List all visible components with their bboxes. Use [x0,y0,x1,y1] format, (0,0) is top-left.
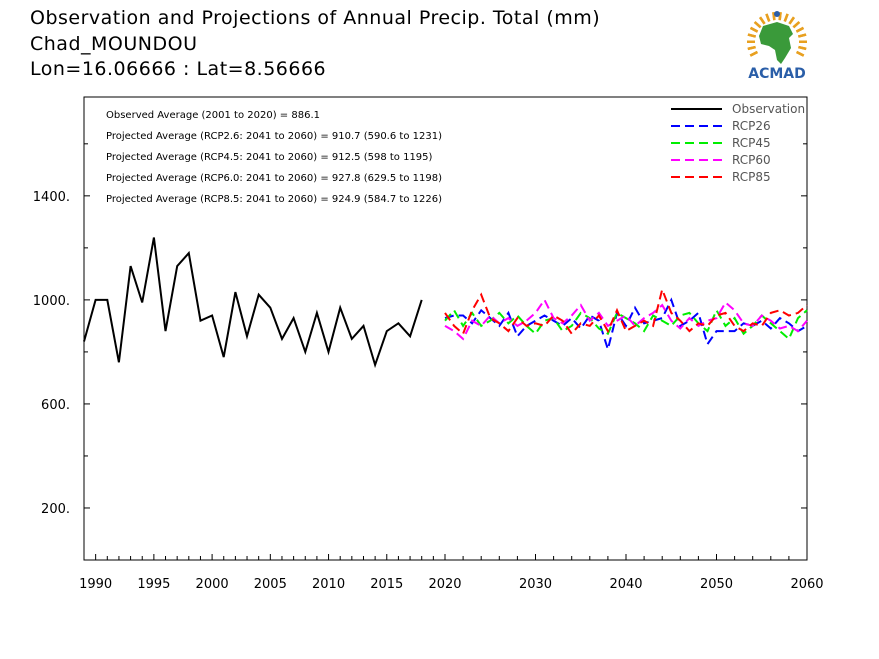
x-tick-label: 2040 [609,577,642,592]
y-tick-label: 600. [41,398,70,413]
plot-border [83,96,808,561]
legend-label-rcp85: RCP85 [732,170,771,184]
series-rcp60-line [444,297,808,341]
annotations-block: Observed Average (2001 to 2020) = 886.1 P… [106,110,442,205]
legend-label-rcp45: RCP45 [732,136,771,150]
annotation-line: Projected Average (RCP8.5: 2041 to 2060)… [106,194,442,205]
series-rcp45-line [444,308,808,341]
chart-title: Observation and Projections of Annual Pr… [30,7,601,29]
station-name: Chad_MOUNDOU [30,33,198,55]
x-tick-label: 2030 [519,577,552,592]
series-rcp85-line [444,286,808,336]
x-tick-label: 1990 [79,577,112,592]
series-observation-line [83,237,423,369]
station-coordinates: Lon=16.06666 : Lat=8.56666 [30,58,327,80]
x-tick-label: 2020 [428,577,461,592]
legend-label-rcp26: RCP26 [732,119,771,133]
y-tick-label: 200. [41,502,70,517]
legend-label-observation: Observation [732,102,805,116]
y-tick-label: 1000. [33,294,70,309]
x-tick-label: 2005 [254,577,287,592]
series-layer [83,237,808,369]
annotation-line: Projected Average (RCP2.6: 2041 to 2060)… [106,131,442,142]
plot-frame: 200. 600. 1000. 1400. 1990 1995 2000 2005 2010 20… [33,96,824,592]
legend: Observation RCP26 RCP45 RCP60 RCP85 [671,102,805,184]
svg-text:ACMAD: ACMAD [748,66,806,82]
x-tick-label: 2060 [790,577,823,592]
x-tick-label: 1995 [137,577,170,592]
annotation-line: Observed Average (2001 to 2020) = 886.1 [106,110,320,121]
annotation-line: Projected Average (RCP6.0: 2041 to 2060)… [106,173,442,184]
x-tick-label: 2015 [370,577,403,592]
annotation-line: Projected Average (RCP4.5: 2041 to 2060)… [106,152,433,163]
x-tick-label: 2010 [312,577,345,592]
x-tick-label: 2050 [700,577,733,592]
x-tick-label: 2000 [196,577,229,592]
acmad-logo: ACMAD [746,11,808,82]
y-tick-label: 1400. [33,190,70,205]
legend-label-rcp60: RCP60 [732,153,771,167]
